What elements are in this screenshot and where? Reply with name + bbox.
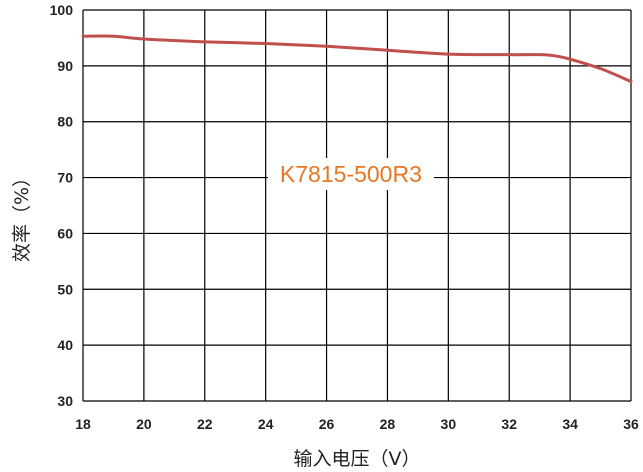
y-tick-label: 70 (57, 170, 73, 186)
x-tick-label: 18 (75, 416, 91, 432)
y-tick-label: 30 (57, 393, 73, 409)
y-tick-label: 50 (57, 281, 73, 297)
annotation: K7815-500R3 (267, 158, 434, 191)
y-tick-labels: 30 40 50 60 70 80 90 100 (50, 2, 74, 409)
annotation-background (267, 158, 434, 191)
y-tick-label: 40 (57, 337, 73, 353)
y-tick-label: 80 (57, 114, 73, 130)
y-axis-label: 效率（%） (11, 168, 33, 262)
x-tick-label: 32 (501, 416, 517, 432)
x-tick-label: 34 (562, 416, 578, 432)
series-line (81, 34, 633, 83)
x-tick-label: 26 (319, 416, 335, 432)
x-tick-labels: 18 20 22 24 26 28 30 32 34 36 (75, 416, 639, 432)
grid (82, 9, 632, 402)
plot-area (83, 10, 631, 401)
chart-annotation-label: K7815-500R3 (280, 161, 422, 187)
y-tick-label: 60 (57, 225, 73, 241)
x-tick-label: 28 (380, 416, 396, 432)
y-tick-label: 100 (50, 2, 74, 18)
x-tick-label: 22 (197, 416, 213, 432)
x-tick-label: 24 (258, 416, 274, 432)
x-tick-label: 20 (136, 416, 152, 432)
series-group (81, 34, 633, 83)
x-axis-label: 输入电压（V） (294, 448, 421, 470)
x-tick-label: 30 (441, 416, 457, 432)
y-tick-label: 90 (57, 58, 73, 74)
x-tick-label: 36 (623, 416, 639, 432)
